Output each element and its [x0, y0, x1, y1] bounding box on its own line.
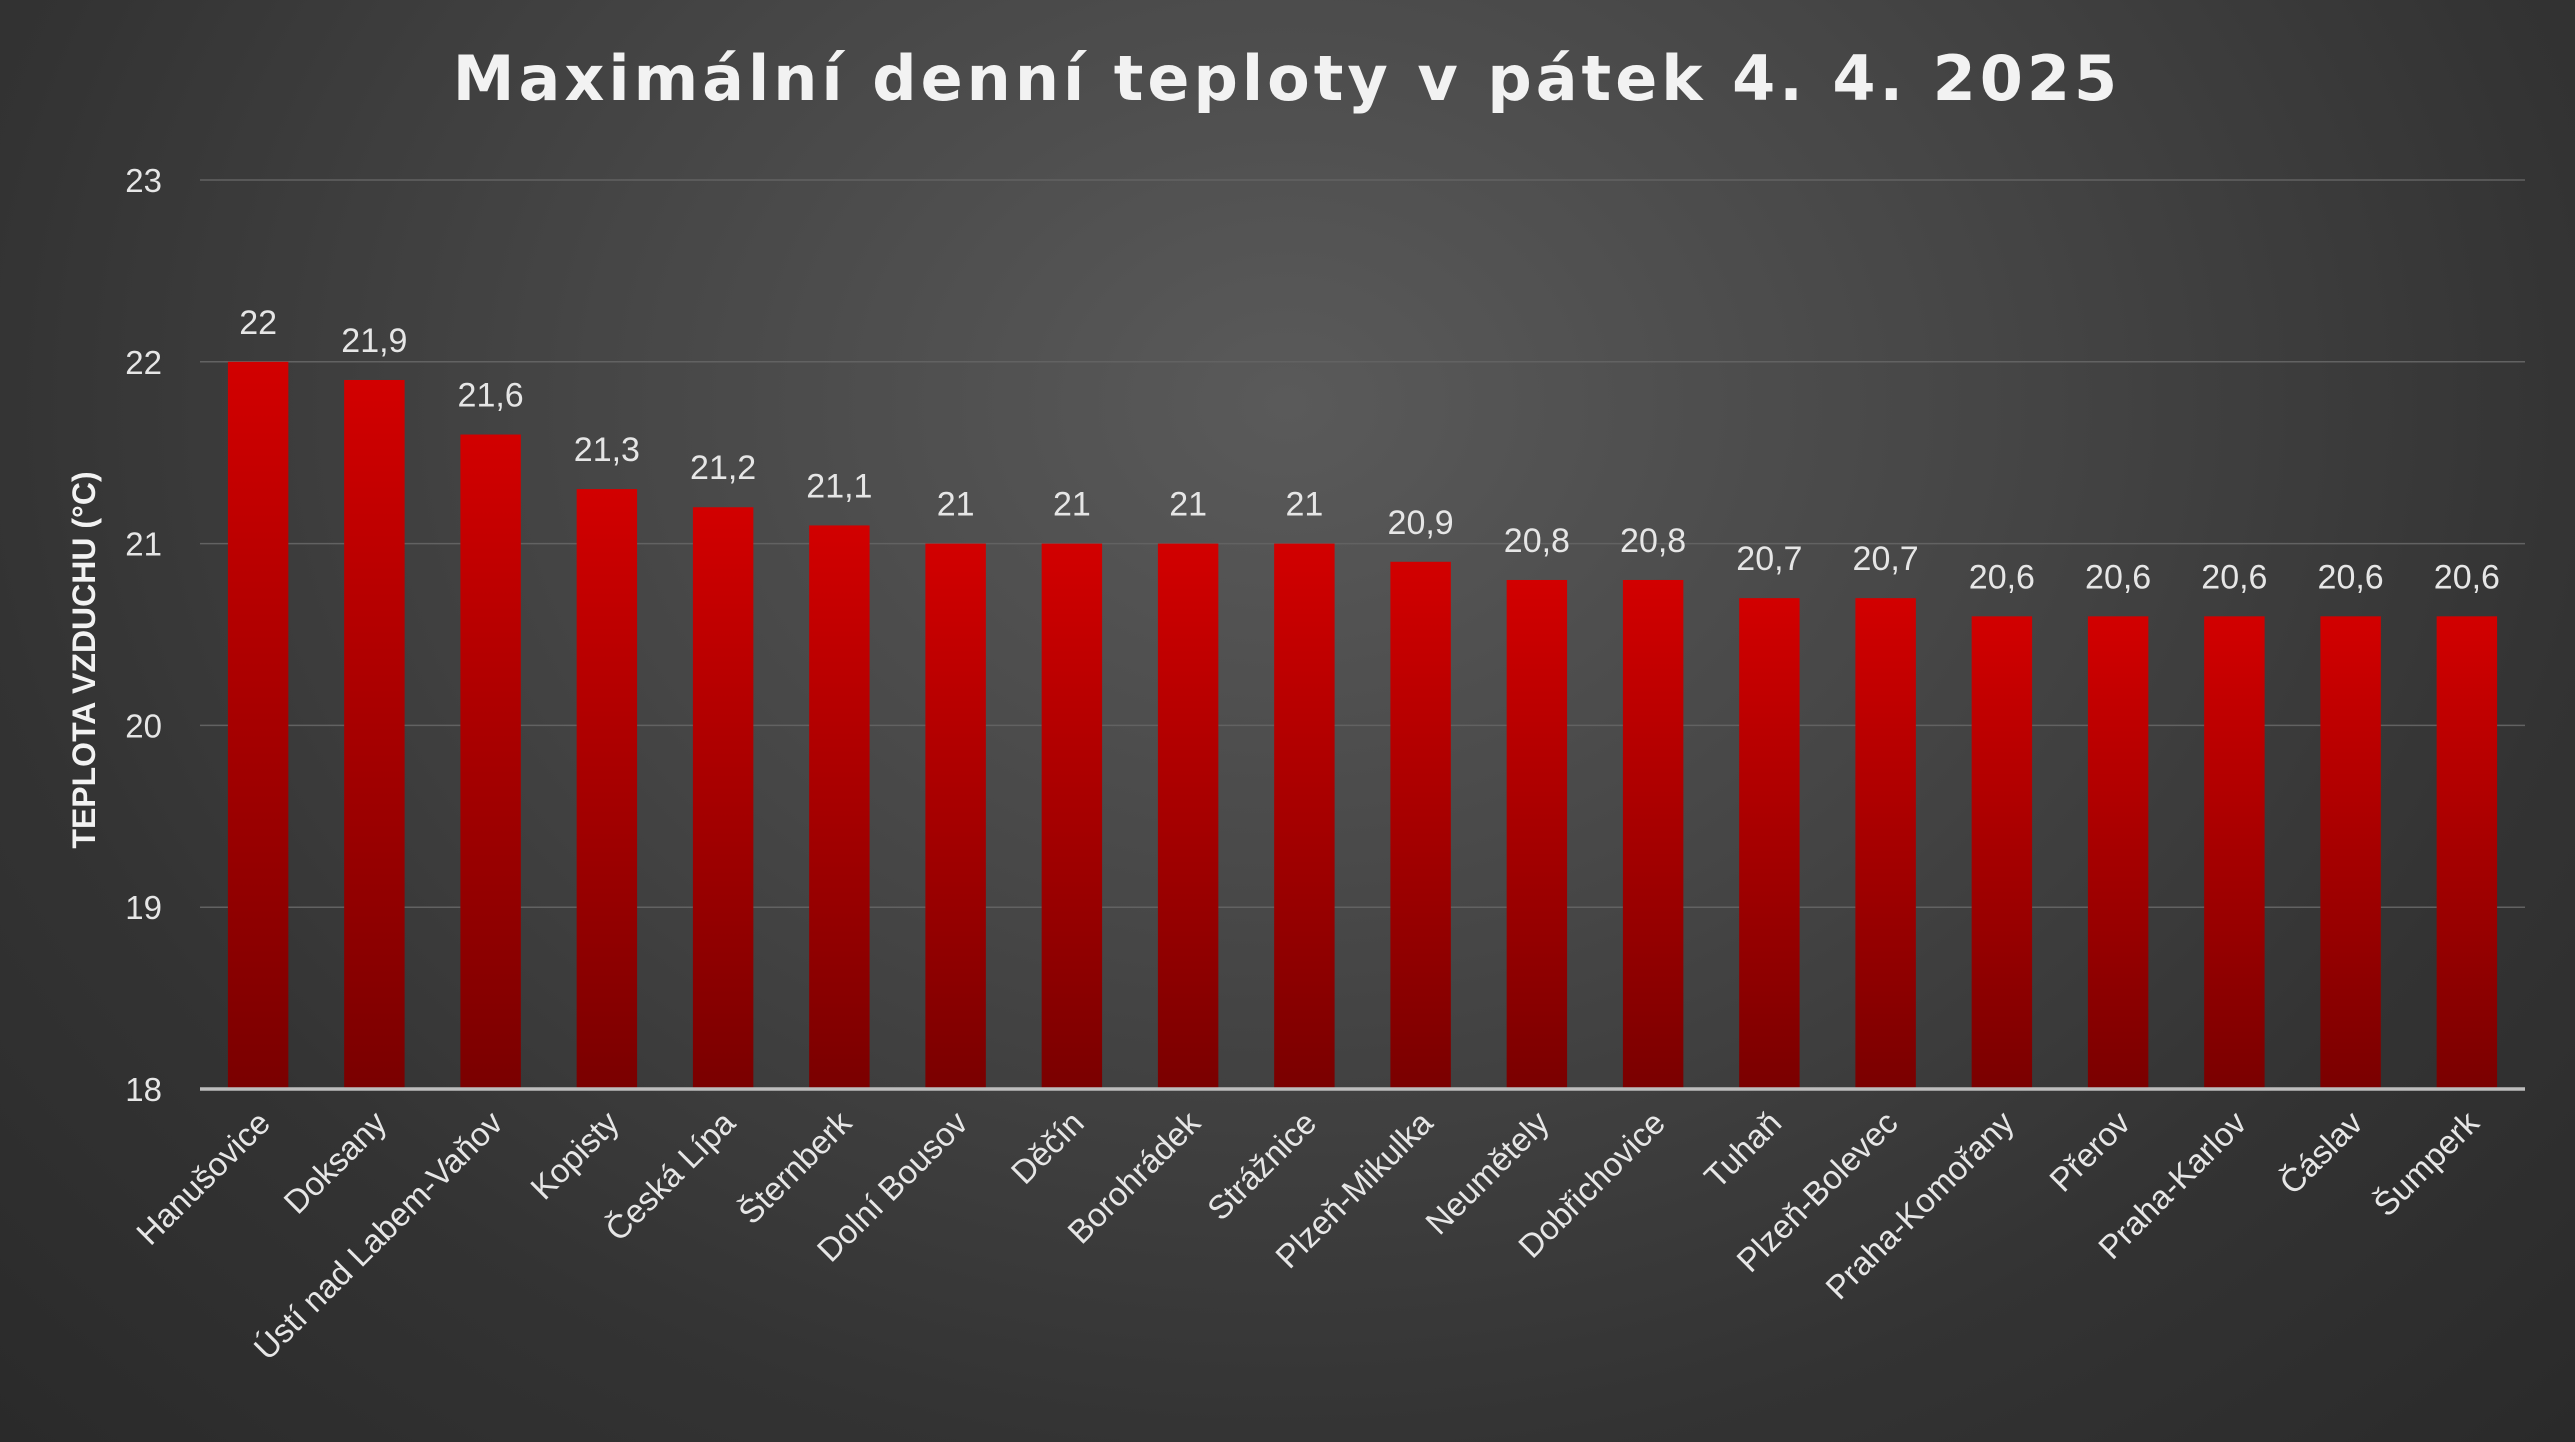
y-tick-label: 23	[125, 162, 162, 199]
y-tick-label: 22	[125, 344, 162, 381]
bar-9	[1274, 543, 1335, 1089]
x-tick-label: Kopisty	[523, 1103, 626, 1206]
bar-17	[2204, 616, 2265, 1089]
data-label: 21,3	[574, 431, 640, 469]
bar-4	[692, 507, 754, 1089]
x-tick-label: Strážnice	[1200, 1104, 1323, 1227]
data-label: 21,1	[806, 467, 872, 505]
y-axis-ticks: 18 19 20 21 22 23	[125, 162, 162, 1108]
chart-title: Maximální denní teploty v pátek 4. 4. 20…	[453, 42, 2121, 115]
data-label: 20,9	[1388, 504, 1454, 542]
data-labels: 22 21,9 21,6 21,3 21,2 21,1 21 21 21 21 20,9 20,8 20…	[239, 304, 2500, 597]
bar-1	[344, 379, 405, 1090]
data-label: 20,6	[2318, 558, 2384, 596]
x-tick-label: Čáslav	[2272, 1103, 2370, 1201]
bar-2	[460, 434, 521, 1089]
x-tick-label: Doksany	[276, 1103, 393, 1220]
data-label: 21	[1169, 486, 1207, 524]
gridlines	[200, 179, 2525, 908]
bar-18	[2320, 616, 2381, 1089]
bar-16	[2087, 616, 2149, 1089]
y-tick-label: 18	[125, 1071, 162, 1108]
data-label: 21	[1053, 486, 1091, 524]
data-label: 20,6	[2201, 558, 2267, 596]
data-label: 20,8	[1620, 522, 1686, 560]
data-label: 20,6	[1969, 558, 2035, 596]
data-label: 20,6	[2085, 558, 2151, 596]
data-label: 21,6	[458, 377, 524, 415]
x-tick-label: Hanušovice	[129, 1104, 277, 1252]
y-tick-label: 21	[125, 526, 162, 563]
data-label: 20,7	[1736, 540, 1802, 578]
bars	[227, 361, 2498, 1090]
x-tick-label: Šumperk	[2366, 1103, 2486, 1223]
data-label: 20,6	[2434, 558, 2500, 596]
bar-5	[809, 525, 870, 1089]
data-label: 20,8	[1504, 522, 1570, 560]
y-tick-label: 19	[125, 889, 162, 926]
bar-19	[2436, 616, 2498, 1089]
data-label: 21,2	[690, 449, 756, 487]
bar-12	[1622, 579, 1684, 1089]
data-label: 20,7	[1853, 540, 1919, 578]
data-label: 21	[937, 486, 975, 524]
bar-11	[1506, 579, 1568, 1089]
bar-7	[1041, 543, 1103, 1089]
bar-10	[1390, 561, 1451, 1089]
y-axis-label: TEPLOTA VZDUCHU (°C)	[66, 471, 102, 848]
bar-6	[925, 543, 986, 1089]
bar-13	[1739, 598, 1800, 1089]
data-label: 22	[239, 304, 277, 342]
x-tick-label: Děčín	[1004, 1104, 1091, 1191]
bar-14	[1855, 598, 1916, 1089]
data-label: 21,9	[341, 322, 407, 360]
y-tick-label: 20	[125, 707, 162, 744]
bar-8	[1157, 543, 1219, 1089]
x-tick-label: Přerov	[2042, 1103, 2137, 1198]
bar-0	[227, 361, 289, 1089]
bar-15	[1971, 616, 2033, 1089]
x-tick-label: Tuhaň	[1697, 1104, 1788, 1195]
bar-3	[576, 489, 638, 1089]
data-label: 21	[1285, 486, 1323, 524]
